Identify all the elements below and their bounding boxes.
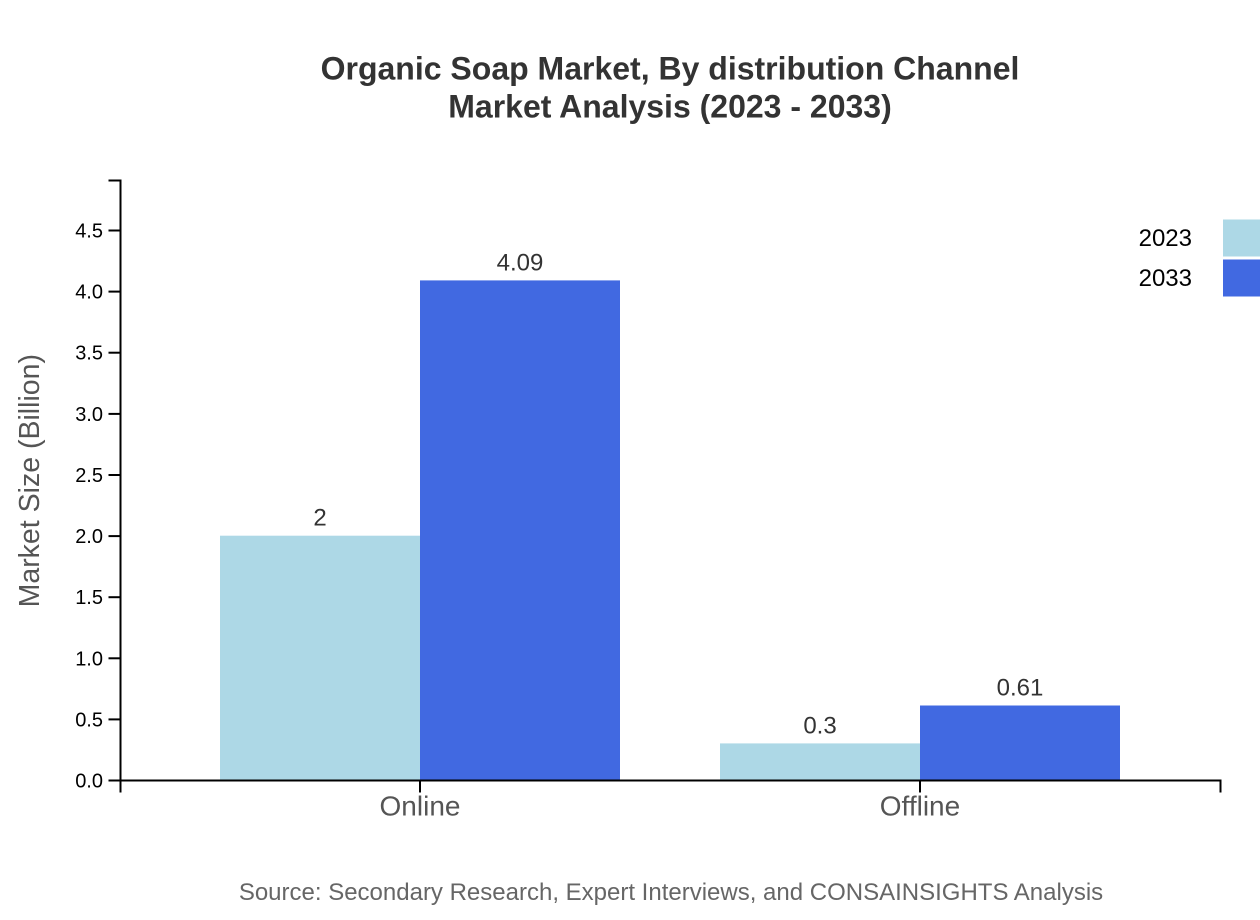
svg-text:2023: 2023 xyxy=(1139,225,1192,252)
svg-text:Source: Secondary Research, Ex: Source: Secondary Research, Expert Inter… xyxy=(239,879,1103,906)
svg-text:0.3: 0.3 xyxy=(803,712,836,739)
svg-text:1.0: 1.0 xyxy=(75,648,103,670)
svg-text:0.61: 0.61 xyxy=(997,675,1044,702)
svg-text:4.5: 4.5 xyxy=(75,221,103,243)
svg-text:Organic Soap Market, By distri: Organic Soap Market, By distribution Cha… xyxy=(321,50,1020,86)
svg-text:Market Analysis (2023 - 2033): Market Analysis (2023 - 2033) xyxy=(448,89,892,125)
svg-text:0.0: 0.0 xyxy=(75,771,103,793)
svg-text:4.0: 4.0 xyxy=(75,282,103,304)
svg-text:0.5: 0.5 xyxy=(75,709,103,731)
svg-text:Market Size (Billion): Market Size (Billion) xyxy=(14,354,46,607)
svg-text:2.0: 2.0 xyxy=(75,526,103,548)
svg-text:3.0: 3.0 xyxy=(75,404,103,426)
svg-text:2033: 2033 xyxy=(1139,265,1192,292)
svg-text:1.5: 1.5 xyxy=(75,587,103,609)
svg-text:Online: Online xyxy=(380,791,461,822)
svg-text:3.5: 3.5 xyxy=(75,343,103,365)
svg-text:4.09: 4.09 xyxy=(497,249,544,276)
svg-text:2: 2 xyxy=(313,505,326,532)
svg-text:2.5: 2.5 xyxy=(75,465,103,487)
svg-text:Offline: Offline xyxy=(880,791,960,822)
